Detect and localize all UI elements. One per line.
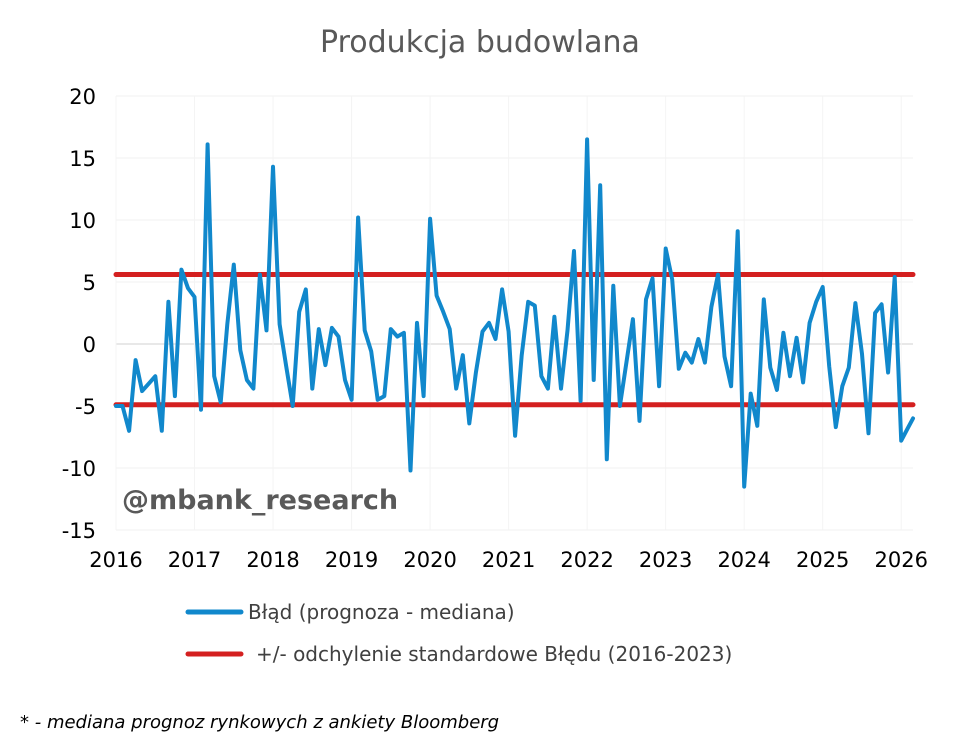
x-tick-label: 2019 (325, 548, 378, 572)
footnote: * - mediana prognoz rynkowych z ankiety … (20, 712, 499, 733)
x-tick-label: 2022 (560, 548, 613, 572)
legend-item: +/- odchylenie standardowe Błędu (2016-2… (185, 642, 732, 666)
error-series (114, 137, 915, 489)
legend-item: Błąd (prognoza - mediana) (185, 600, 515, 624)
y-tick-label: 10 (69, 209, 96, 233)
legend-label: Błąd (prognoza - mediana) (248, 600, 515, 624)
x-tick-label: 2017 (168, 548, 221, 572)
legend: Błąd (prognoza - mediana) +/- odchylenie … (185, 600, 732, 666)
x-tick-label: 2018 (246, 548, 299, 572)
y-tick-label: -5 (75, 395, 96, 419)
y-tick-label: 15 (69, 147, 96, 171)
x-tick-label: 2026 (874, 548, 927, 572)
y-axis: 20 15 10 5 0 -5 -10 -15 (62, 85, 96, 543)
x-tick-label: 2023 (639, 548, 692, 572)
x-tick-label: 2021 (482, 548, 535, 572)
y-tick-label: -10 (62, 457, 96, 481)
x-tick-label: 2024 (717, 548, 770, 572)
x-tick-label: 2025 (796, 548, 849, 572)
error-line (114, 137, 915, 489)
watermark: @mbank_research (122, 485, 398, 516)
y-tick-label: 20 (69, 85, 96, 109)
x-tick-label: 2016 (89, 548, 142, 572)
chart-title: Produkcja budowlana (320, 25, 640, 60)
y-tick-label: -15 (62, 519, 96, 543)
x-tick-label: 2020 (403, 548, 456, 572)
y-tick-label: 5 (83, 271, 96, 295)
y-tick-label: 0 (83, 333, 96, 357)
legend-label: +/- odchylenie standardowe Błędu (2016-2… (256, 642, 732, 666)
x-axis: 2016 2017 2018 2019 2020 2021 2022 2023 2024 2025… (89, 548, 928, 572)
